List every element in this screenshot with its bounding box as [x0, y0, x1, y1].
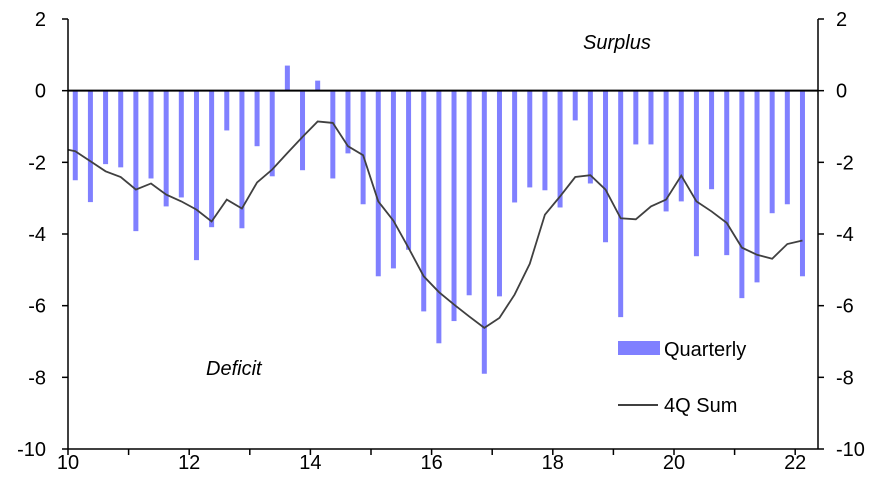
bar — [799, 90, 805, 277]
y-tick-label-left: -6 — [28, 296, 46, 318]
bar — [466, 90, 472, 296]
bar — [603, 90, 609, 243]
sum-line — [67, 120, 803, 329]
bar — [103, 90, 109, 165]
y-tick-label-left: -2 — [28, 152, 46, 174]
bar — [300, 90, 306, 171]
line-series — [67, 120, 803, 329]
y-tick-label-right: -8 — [836, 367, 854, 389]
bar — [451, 90, 457, 322]
bar — [557, 90, 563, 208]
bar — [739, 90, 745, 299]
bar — [512, 90, 518, 203]
bar — [709, 90, 715, 190]
legend: Quarterly 4Q Sum — [618, 339, 746, 417]
bar — [784, 90, 790, 205]
bar — [663, 90, 669, 212]
bar — [178, 90, 184, 198]
x-tick-label: 20 — [663, 452, 685, 474]
bar — [527, 90, 533, 188]
x-tick-label: 14 — [299, 452, 321, 474]
y-tick-label-right: -6 — [836, 296, 854, 318]
surplus-label: Surplus — [583, 32, 651, 54]
bar — [72, 90, 78, 181]
legend-label-quarterly: Quarterly — [664, 339, 746, 361]
bar — [209, 90, 215, 228]
bar — [269, 90, 275, 177]
y-tick-label-left: -8 — [28, 367, 46, 389]
bar — [133, 90, 139, 232]
y-tick-label-right: -10 — [836, 439, 865, 461]
bar — [769, 90, 775, 214]
y-tick-label-left: -10 — [17, 439, 46, 461]
bar — [542, 90, 548, 191]
x-tick-label: 10 — [57, 452, 79, 474]
bar — [693, 90, 699, 257]
bar — [239, 90, 245, 229]
y-tick-label-left: -4 — [28, 224, 46, 246]
bar — [436, 90, 442, 344]
bar — [390, 90, 396, 269]
axes — [62, 18, 824, 455]
bar — [496, 90, 502, 297]
x-tick-label: 16 — [420, 452, 442, 474]
bar — [678, 90, 684, 202]
bar — [421, 90, 427, 312]
bar — [633, 90, 639, 145]
bar — [315, 80, 321, 91]
bar — [345, 90, 351, 154]
x-tick-label: 12 — [178, 452, 200, 474]
bar — [754, 90, 760, 283]
bar — [572, 90, 578, 121]
legend-label-sum: 4Q Sum — [664, 395, 737, 417]
x-tick-label: 22 — [784, 452, 806, 474]
bar — [587, 90, 593, 184]
bar — [648, 90, 654, 145]
y-tick-label-right: -2 — [836, 152, 854, 174]
y-tick-label-left: 2 — [35, 9, 46, 31]
bar — [360, 90, 366, 205]
bar — [724, 90, 730, 256]
y-tick-label-right: -4 — [836, 224, 854, 246]
bar — [375, 90, 381, 277]
legend-swatch-quarterly — [618, 341, 660, 355]
bar — [148, 90, 154, 179]
bar — [87, 90, 93, 203]
deficit-label: Deficit — [206, 358, 263, 380]
bar — [193, 90, 199, 261]
bar — [163, 90, 169, 207]
x-tick-label: 18 — [542, 452, 564, 474]
bar — [254, 90, 260, 147]
bar — [284, 65, 290, 91]
y-tick-label-left: 0 — [35, 81, 46, 103]
bar-series — [72, 65, 805, 374]
bar — [481, 90, 487, 374]
y-tick-label-right: 0 — [836, 81, 847, 103]
bar — [118, 90, 124, 168]
y-tick-label-right: 2 — [836, 9, 847, 31]
bar — [618, 90, 624, 318]
bar — [330, 90, 336, 179]
bar — [224, 90, 230, 131]
bar — [406, 90, 412, 250]
